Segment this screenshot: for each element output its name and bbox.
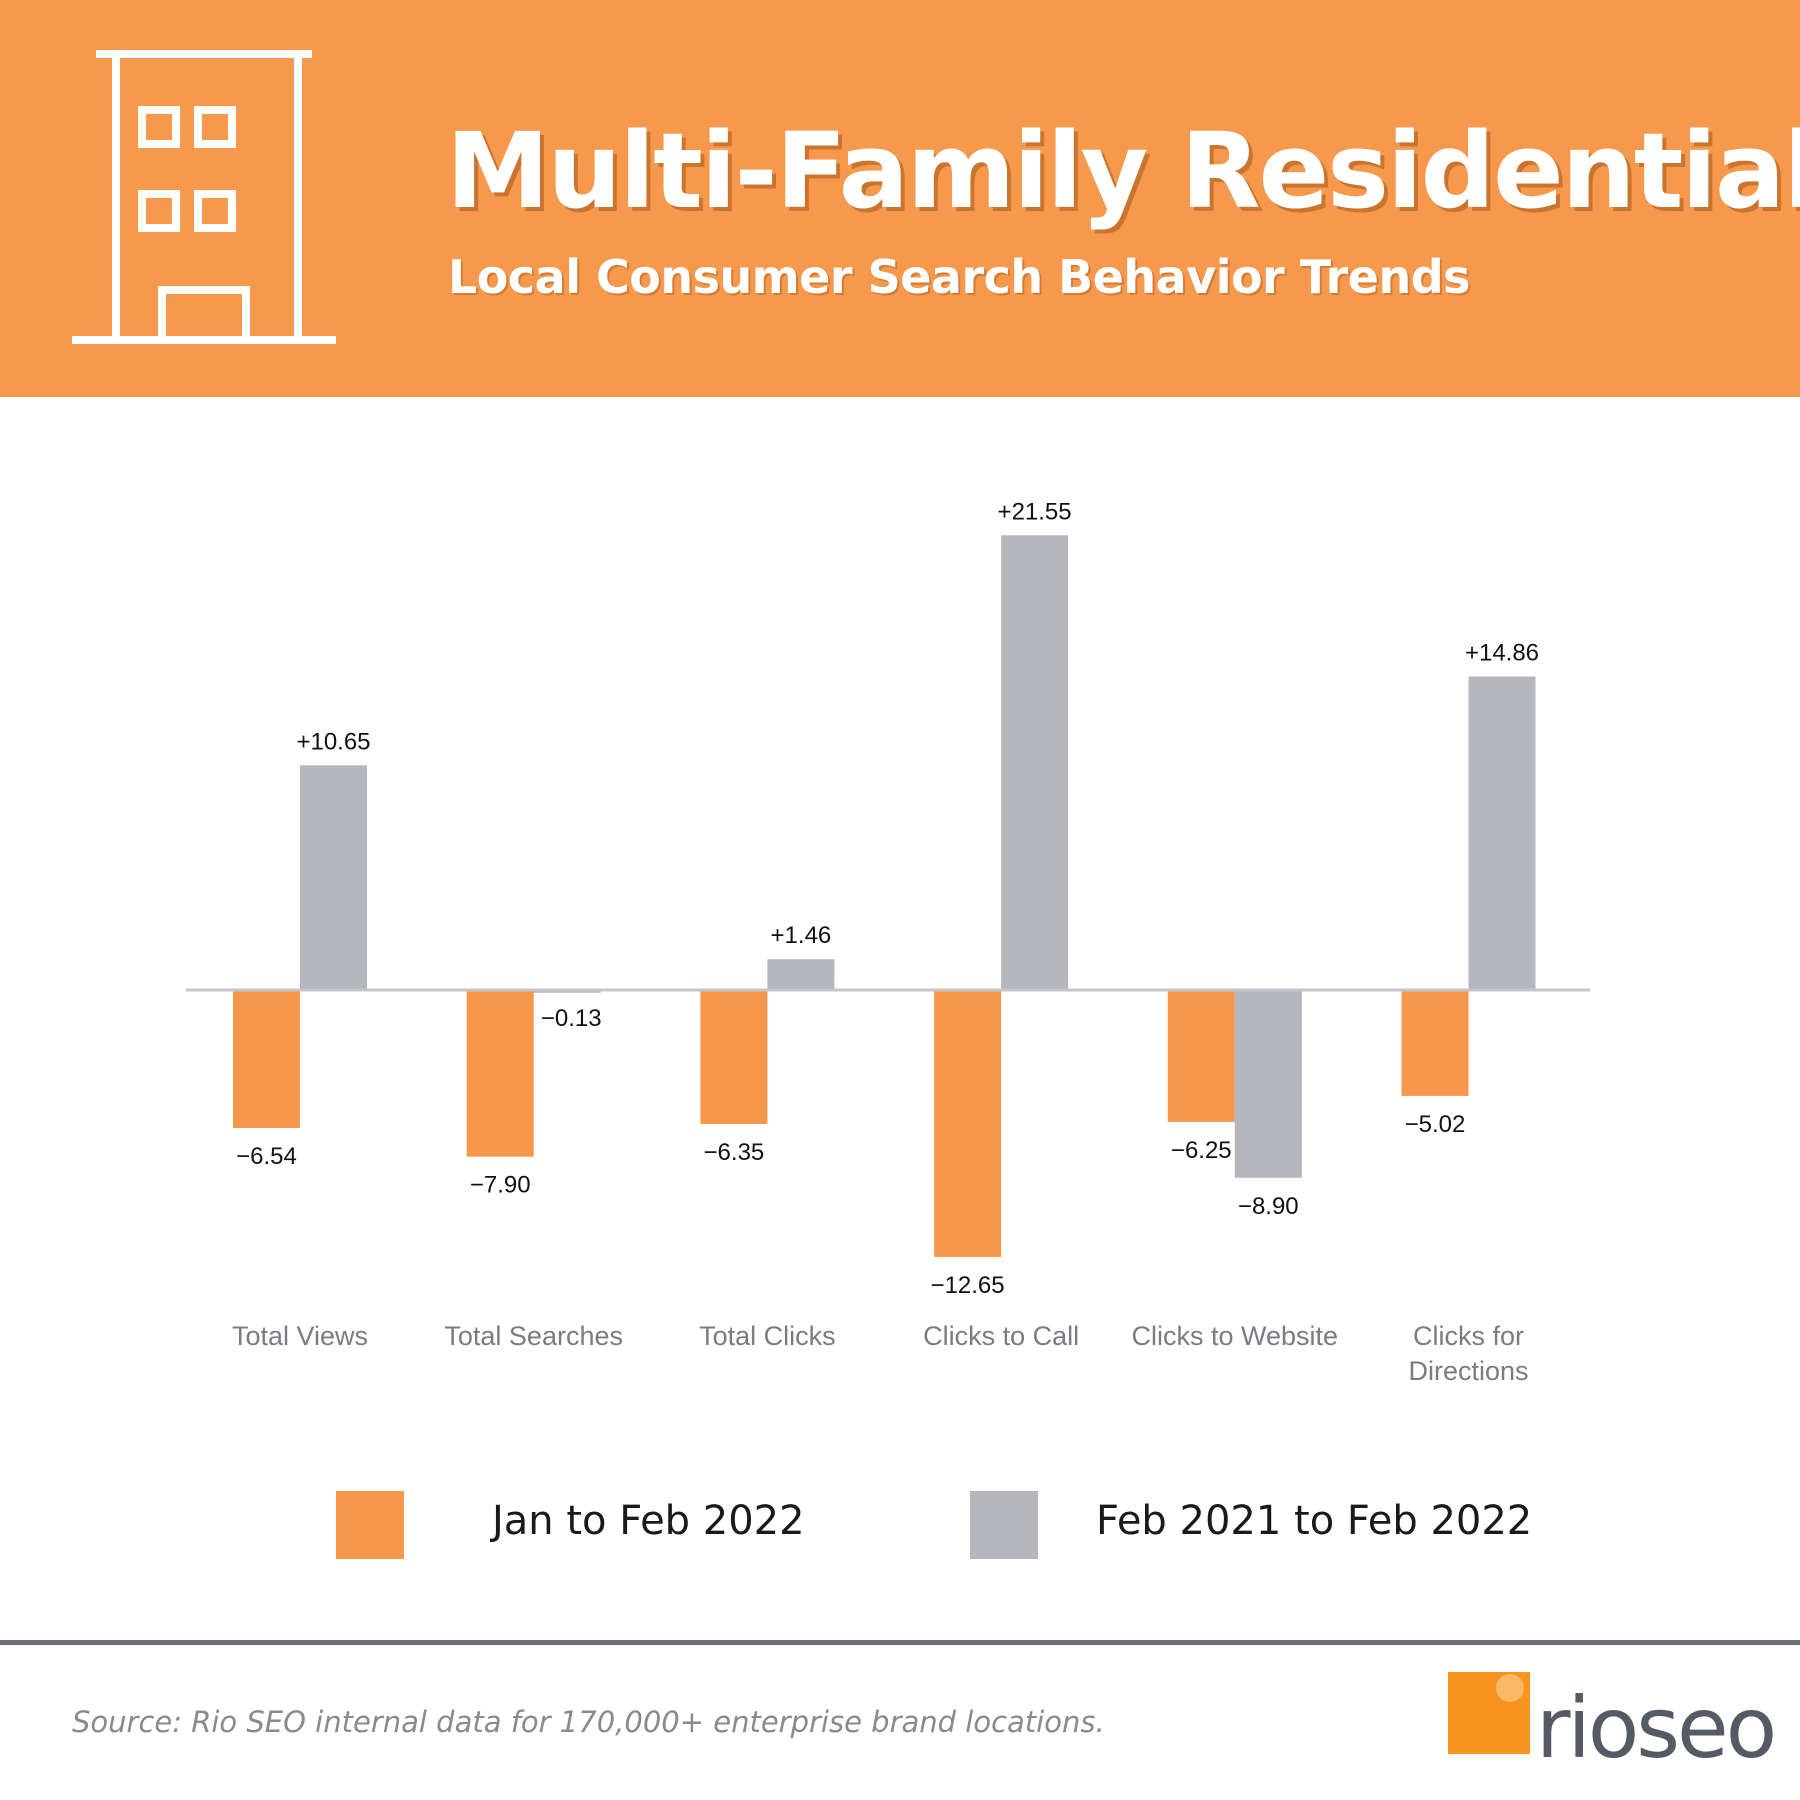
building-icon [72,50,336,344]
category-label-line: Total Searches [444,1321,623,1351]
category-label-line: Total Views [232,1321,368,1351]
bar-jan-feb-2022-2 [700,990,768,1124]
legend-swatch-feb-2021-feb-2022 [970,1491,1038,1559]
legend-swatch-jan-feb-2022 [336,1491,404,1559]
category-label-line: Clicks to Call [923,1321,1079,1351]
category-label-line: Clicks for [1413,1321,1524,1351]
footer-divider [0,1640,1800,1645]
bar-feb-2021-feb-2022-5 [1468,676,1536,990]
legend-label-feb-2021-feb-2022: Feb 2021 to Feb 2022 [1096,1498,1533,1544]
data-label: −8.90 [1238,1193,1299,1220]
category-label: Total Searches [444,1321,623,1351]
legend-label-jan-feb-2022: Jan to Feb 2022 [492,1498,805,1544]
category-label-line: Clicks to Website [1132,1321,1339,1351]
bar-jan-feb-2022-0 [233,990,300,1128]
bar-feb-2021-feb-2022-3 [1001,535,1069,990]
data-label: −12.65 [931,1272,1005,1299]
data-label: +10.65 [296,728,370,755]
rio-seo-logo-mark [1448,1672,1530,1754]
data-label: −6.54 [236,1143,297,1170]
source-note: Source: Rio SEO internal data for 170,00… [72,1705,1105,1739]
data-label: +1.46 [771,922,832,949]
category-label: Clicks for Directions [1408,1321,1528,1386]
data-label: −7.90 [470,1172,531,1199]
data-label: +21.55 [998,498,1072,525]
data-label: +14.86 [1465,639,1539,666]
data-label: −6.25 [1171,1137,1232,1164]
data-label: −5.02 [1405,1111,1466,1138]
bar-feb-2021-feb-2022-2 [767,959,835,990]
category-label-line: Directions [1408,1356,1528,1386]
category-label: Total Clicks [699,1321,836,1351]
page-subtitle: Local Consumer Search Behavior Trends [448,250,1471,304]
bar-jan-feb-2022-4 [1167,990,1235,1122]
bar-jan-feb-2022-5 [1401,990,1469,1096]
bar-jan-feb-2022-3 [934,990,1002,1257]
bar-chart: −6.54 +10.65 Total Views −7.90 −0.13 Total Se… [186,498,1590,1386]
data-label: −6.35 [704,1139,765,1166]
category-label: Total Views [232,1321,368,1351]
data-label: −0.13 [541,1005,602,1032]
page-title: Multi-Family Residential [446,110,1800,232]
category-label-line: Total Clicks [699,1321,836,1351]
bar-feb-2021-feb-2022-0 [300,765,367,990]
bar-jan-feb-2022-1 [466,990,534,1157]
category-label: Clicks to Website [1132,1321,1339,1351]
rio-seo-logo-text: rioseo [1536,1679,1777,1777]
header-banner: Multi-Family Residential Local Consumer … [0,0,1800,397]
bar-feb-2021-feb-2022-4 [1234,990,1302,1178]
category-label: Clicks to Call [923,1321,1079,1351]
